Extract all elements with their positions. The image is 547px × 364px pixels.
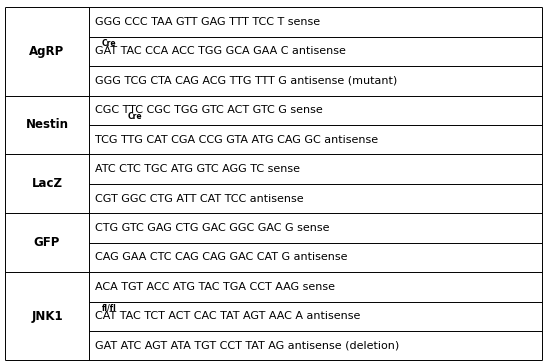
Text: JNK1: JNK1 bbox=[31, 310, 63, 323]
Text: ATC CTC TGC ATG GTC AGG TC sense: ATC CTC TGC ATG GTC AGG TC sense bbox=[95, 164, 300, 174]
Text: LacZ: LacZ bbox=[32, 177, 62, 190]
Text: CAT TAC TCT ACT CAC TAT AGT AAC A antisense: CAT TAC TCT ACT CAC TAT AGT AAC A antise… bbox=[95, 311, 360, 321]
Text: CAG GAA CTC CAG CAG GAC CAT G antisense: CAG GAA CTC CAG CAG GAC CAT G antisense bbox=[95, 252, 348, 262]
Text: Cre: Cre bbox=[128, 112, 142, 121]
Text: AgRP: AgRP bbox=[30, 45, 65, 58]
Text: ACA TGT ACC ATG TAC TGA CCT AAG sense: ACA TGT ACC ATG TAC TGA CCT AAG sense bbox=[95, 282, 335, 292]
Text: TCG TTG CAT CGA CCG GTA ATG CAG GC antisense: TCG TTG CAT CGA CCG GTA ATG CAG GC antis… bbox=[95, 135, 378, 145]
Text: CTG GTC GAG CTG GAC GGC GAC G sense: CTG GTC GAG CTG GAC GGC GAC G sense bbox=[95, 223, 330, 233]
Text: GGG TCG CTA CAG ACG TTG TTT G antisense (mutant): GGG TCG CTA CAG ACG TTG TTT G antisense … bbox=[95, 76, 397, 86]
Text: GFP: GFP bbox=[34, 236, 60, 249]
Text: GAT ATC AGT ATA TGT CCT TAT AG antisense (deletion): GAT ATC AGT ATA TGT CCT TAT AG antisense… bbox=[95, 341, 399, 351]
Text: Nestin: Nestin bbox=[26, 118, 68, 131]
Text: CGC TTC CGC TGG GTC ACT GTC G sense: CGC TTC CGC TGG GTC ACT GTC G sense bbox=[95, 105, 323, 115]
Text: CGT GGC CTG ATT CAT TCC antisense: CGT GGC CTG ATT CAT TCC antisense bbox=[95, 194, 304, 203]
Text: GGG CCC TAA GTT GAG TTT TCC T sense: GGG CCC TAA GTT GAG TTT TCC T sense bbox=[95, 17, 320, 27]
Text: Cre: Cre bbox=[102, 39, 117, 48]
Text: GAT TAC CCA ACC TGG GCA GAA C antisense: GAT TAC CCA ACC TGG GCA GAA C antisense bbox=[95, 47, 346, 56]
Text: fl/fl: fl/fl bbox=[102, 304, 117, 312]
